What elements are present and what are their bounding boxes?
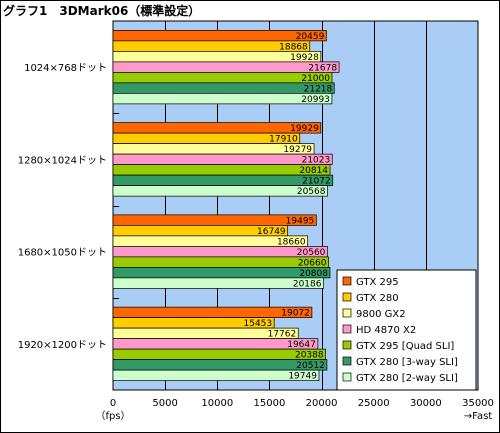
data-label: 17910 [269,135,298,145]
category-label: 1280×1024ドット [18,155,107,166]
data-label: 20993 [301,95,330,105]
bar [112,82,335,94]
legend-label: GTX 280 [356,293,399,304]
bar [112,30,327,42]
data-label: 19928 [290,53,319,63]
bar [112,72,333,84]
data-label: 16749 [257,227,286,237]
data-label: 17762 [268,330,297,340]
legend-swatch [342,340,352,350]
bar [112,164,331,176]
x-tick-label: 0 [110,398,116,409]
data-label: 19495 [286,216,315,226]
data-label: 19749 [288,372,317,382]
data-label: 15453 [244,319,273,329]
bar [112,277,324,289]
bar [112,267,331,279]
data-label: 20660 [298,258,327,268]
x-tick-label: 30000 [410,398,442,409]
data-label: 20808 [299,269,328,279]
legend-label: GTX 280 [2-way SLI] [356,373,458,384]
data-label: 20512 [296,361,325,371]
data-label: 21023 [302,156,331,166]
legend: GTX 295 GTX 280 9800 GX2 HD 4870 X2 GTX 295 … [336,269,477,391]
legend-label: GTX 295 [356,277,399,288]
data-label: 21000 [301,74,330,84]
data-label: 20186 [293,279,322,289]
bar [112,369,320,381]
legend-label: GTX 280 [3-way SLI] [356,357,458,368]
legend-label: GTX 295 [Quad SLI] [356,341,454,352]
data-label: 18660 [277,237,306,247]
x-tick-label: 5000 [152,398,177,409]
x-tick-label: 35000 [462,398,494,409]
data-label: 19072 [281,309,310,319]
x-tick-label: 15000 [254,398,286,409]
data-label: 20560 [297,248,326,258]
bar [112,61,340,73]
legend-swatch [342,324,352,334]
data-label: 20568 [297,187,326,197]
legend-swatch [342,276,352,286]
x-tick-label: 10000 [201,398,233,409]
data-label: 20814 [299,166,328,176]
bar [112,256,329,268]
data-label: 19647 [287,340,316,350]
legend-label: HD 4870 X2 [356,325,416,336]
chart-title: グラフ1 3DMark06（標準設定） [3,4,201,18]
category-label: 1024×768ドット [24,63,107,74]
bar [112,246,328,258]
data-label: 19929 [290,124,319,134]
legend-swatch [342,308,352,318]
data-label: 20459 [296,32,325,42]
data-label: 20388 [295,351,324,361]
bar [112,153,333,165]
data-label: 21678 [308,63,337,73]
x-tick-label: 20000 [306,398,338,409]
data-label: 21218 [304,84,333,94]
bar [112,348,326,360]
category-label: 1920×1200ドット [18,340,107,351]
x-axis-unit-label: （fps） [95,410,130,422]
legend-swatch [342,356,352,366]
category-label: 1680×1050ドット [18,248,107,259]
bar [112,185,328,197]
bars-group [112,30,340,381]
bar [112,359,328,371]
legend-label: 9800 GX2 [356,309,406,320]
data-label: 19279 [283,145,312,155]
legend-swatch [342,372,352,382]
legend-swatch [342,292,352,302]
legend-box [336,269,477,391]
x-axis-direction-label: →Fast [464,411,493,422]
x-tick-label: 25000 [358,398,390,409]
bar [112,93,333,105]
data-label: 18868 [279,42,308,52]
data-label: 21072 [302,177,331,187]
bar [112,174,334,186]
